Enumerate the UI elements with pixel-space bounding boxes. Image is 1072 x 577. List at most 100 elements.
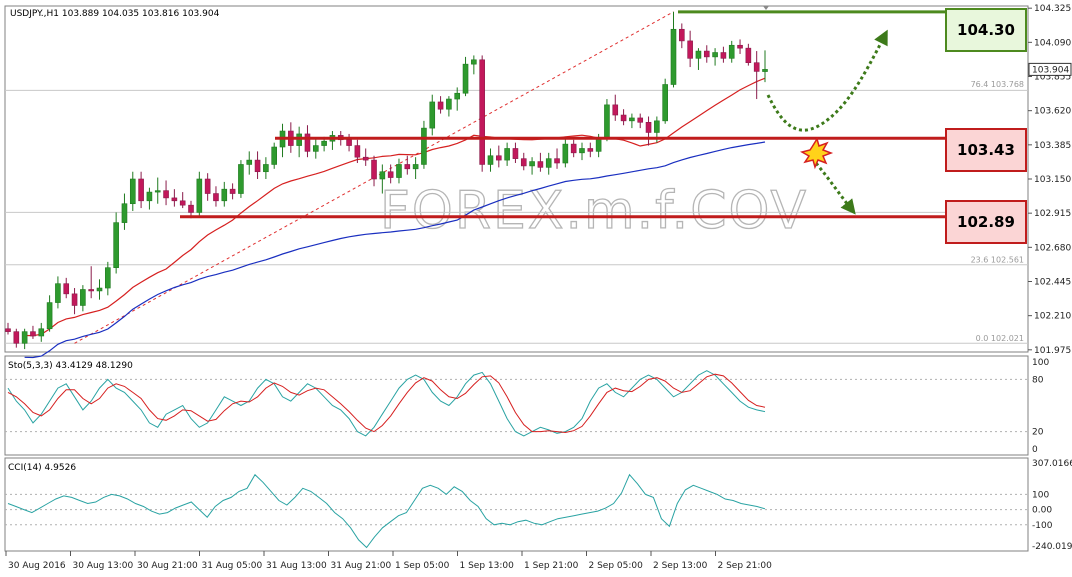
- candle-body: [595, 137, 602, 152]
- candle-body: [753, 62, 760, 72]
- candle-body: [479, 59, 485, 165]
- candle-body: [612, 104, 619, 116]
- fib-level-label: 23.6 102.561: [971, 256, 1024, 265]
- moving-average-slow: [24, 141, 766, 359]
- price-tick-label: 104.090: [1034, 38, 1071, 48]
- candle-body: [229, 188, 236, 194]
- candle-body: [421, 127, 427, 165]
- candle-body: [263, 164, 269, 173]
- candle-body: [21, 331, 28, 344]
- candle-body: [629, 117, 635, 122]
- candle-body: [238, 164, 244, 194]
- candle-body: [712, 52, 718, 58]
- candle-body: [96, 287, 103, 292]
- fib-level-label: 76.4 103.768: [971, 80, 1024, 89]
- time-axis-label: 30 Aug 13:00: [73, 561, 134, 571]
- candle-body: [737, 44, 743, 49]
- projection-arrow-up: [766, 29, 888, 132]
- candle-body: [687, 40, 693, 59]
- price-tick-label: 102.210: [1034, 312, 1071, 322]
- candle-body: [487, 155, 494, 165]
- sto-tick-label: 100: [1032, 358, 1049, 368]
- candle-body: [695, 50, 702, 59]
- candle-body: [346, 139, 352, 146]
- candle-body: [146, 191, 153, 202]
- candle-body: [645, 122, 652, 133]
- candle-body: [404, 164, 411, 170]
- candle-body: [312, 145, 319, 152]
- candle-body: [437, 101, 444, 110]
- cci-series-line: [7, 473, 766, 549]
- candle-body: [13, 331, 20, 344]
- candle-body: [462, 63, 469, 94]
- cci-pane: [4, 457, 1029, 552]
- candle-body: [221, 188, 228, 202]
- time-axis-label: 30 Aug 2016: [8, 561, 66, 571]
- time-axis-label: 1 Sep 21:00: [524, 561, 579, 571]
- candle-body: [512, 148, 519, 159]
- candle-body: [670, 28, 677, 85]
- candle-body: [637, 117, 644, 123]
- stochastic-pane: [4, 355, 1029, 456]
- candle-body: [30, 331, 36, 337]
- candle-body: [254, 159, 261, 173]
- cci-tick-label: -240.0196: [1032, 542, 1072, 552]
- candle-body: [354, 145, 361, 158]
- candle-body: [604, 104, 610, 139]
- candle-body: [196, 178, 203, 213]
- candle-body: [379, 171, 386, 180]
- candle-body: [362, 156, 369, 161]
- price-tick-label: 101.975: [1034, 346, 1071, 356]
- level-value-pivot: 103.43: [957, 141, 1015, 159]
- cci-tick-label: 307.0166: [1032, 459, 1072, 469]
- candle-body: [163, 190, 169, 199]
- projection-arrow-down: [814, 162, 856, 215]
- candle-body: [496, 155, 502, 161]
- candle-body: [271, 146, 277, 165]
- level-value-resistance: 104.30: [957, 21, 1015, 39]
- candle-body: [654, 120, 660, 133]
- candle-body: [138, 178, 144, 202]
- candle-body: [179, 200, 186, 206]
- candle-body: [570, 143, 577, 154]
- candle-body: [720, 52, 727, 59]
- moving-average-fast: [24, 77, 766, 337]
- candle-body: [55, 283, 61, 303]
- fib-level-label: 0.0 102.021: [976, 334, 1024, 343]
- candle-body: [129, 178, 136, 205]
- price-tick-label: 103.855: [1034, 73, 1071, 83]
- cci-tick-label: 0.00: [1032, 506, 1052, 516]
- candle-body: [587, 148, 594, 152]
- price-tick-label: 102.915: [1034, 209, 1071, 219]
- cci-tick-label: -100: [1032, 521, 1053, 531]
- candle-body: [579, 148, 585, 154]
- sto-tick-label: 20: [1032, 428, 1044, 438]
- time-axis-label: 30 Aug 21:00: [137, 561, 198, 571]
- candle-body: [745, 47, 752, 63]
- candle-body: [5, 328, 11, 332]
- time-axis-label: 2 Sep 13:00: [653, 561, 708, 571]
- level-value-support: 102.89: [957, 213, 1015, 231]
- time-axis-label: 31 Aug 21:00: [331, 561, 392, 571]
- watermark-logo: FOREX.m.f.COV: [380, 181, 808, 241]
- cci-tick-label: 100: [1032, 490, 1049, 500]
- candle-body: [728, 44, 735, 59]
- current-price-label: 103.904: [1032, 65, 1069, 75]
- candle-body: [662, 84, 668, 122]
- candle-body: [762, 69, 768, 72]
- candle-body: [504, 148, 510, 161]
- candle-body: [304, 133, 311, 152]
- candle-body: [113, 222, 119, 268]
- candle-body: [537, 161, 544, 168]
- price-tick-label: 104.325: [1034, 4, 1071, 14]
- candle-body: [63, 283, 70, 295]
- cci-header: CCI(14) 4.9526: [8, 463, 76, 473]
- candle-body: [121, 203, 128, 223]
- sto-series-signal: [7, 373, 766, 434]
- candle-body: [38, 328, 45, 337]
- candle-body: [88, 289, 94, 292]
- candle-body: [321, 140, 327, 146]
- price-tick-label: 103.150: [1034, 175, 1071, 185]
- candle-body: [80, 289, 86, 306]
